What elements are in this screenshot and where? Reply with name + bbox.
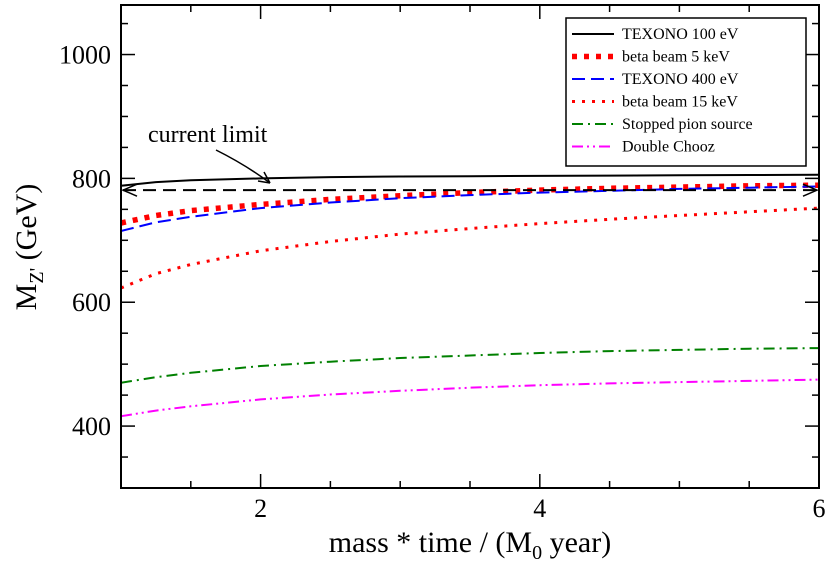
- legend-label-2: beta beam 5 keV: [622, 49, 730, 66]
- legend: TEXONO 100 eV beta beam 5 keV TEXONO 400 e…: [565, 17, 807, 167]
- legend-label-5: Stopped pion source: [622, 116, 753, 133]
- series-line-5: [120, 347, 820, 384]
- x-axis-title-end: year): [542, 526, 611, 559]
- legend-label-6: Double Chooz: [622, 139, 715, 156]
- x-tick-label: 2: [254, 494, 267, 523]
- series-line-3: [120, 185, 820, 232]
- series-line-4: [120, 206, 820, 290]
- y-tick-label: 600: [72, 288, 111, 317]
- y-axis-title-end: (GeV): [10, 184, 43, 268]
- y-axis-title-main: M: [10, 284, 43, 311]
- current-limit-arrowhead-left: [121, 183, 138, 197]
- series-line-2: [120, 182, 820, 226]
- x-tick-label: 4: [533, 494, 546, 523]
- tick-label-layer: 2 4 6 400 600 800 1000: [59, 41, 826, 523]
- legend-label-1: TEXONO 100 eV: [622, 26, 739, 43]
- legend-label-4: beta beam 15 keV: [622, 94, 738, 111]
- legend-label-3: TEXONO 400 eV: [622, 71, 739, 88]
- x-tick-label: 6: [813, 494, 826, 523]
- tick-layer: [121, 5, 819, 488]
- legend-box: [565, 17, 807, 167]
- series-line-6: [120, 378, 820, 418]
- series-line-1: [120, 173, 820, 187]
- current-limit-annotation: current limit: [148, 122, 271, 184]
- y-tick-label: 800: [72, 164, 111, 193]
- current-limit-arrowhead-right: [802, 183, 819, 197]
- current-limit-label: current limit: [148, 122, 268, 148]
- current-limit-pointer-arrow: [215, 149, 271, 184]
- y-tick-label: 400: [72, 412, 111, 441]
- y-axis-title-subscript: Z': [26, 268, 48, 284]
- legend-items: TEXONO 100 eV beta beam 5 keV TEXONO 400 e…: [572, 26, 753, 156]
- x-axis-title: mass * time / (M0 year): [329, 526, 611, 564]
- y-axis-title: MZ' (GeV): [10, 184, 48, 311]
- x-axis-title-main: mass * time / (M: [329, 526, 532, 559]
- series-layer: [120, 173, 820, 418]
- current-limit-pointer-arrowhead: [257, 171, 271, 184]
- current-limit-layer: [121, 183, 819, 197]
- y-tick-label: 1000: [59, 41, 111, 70]
- x-axis-title-subscript: 0: [532, 542, 542, 564]
